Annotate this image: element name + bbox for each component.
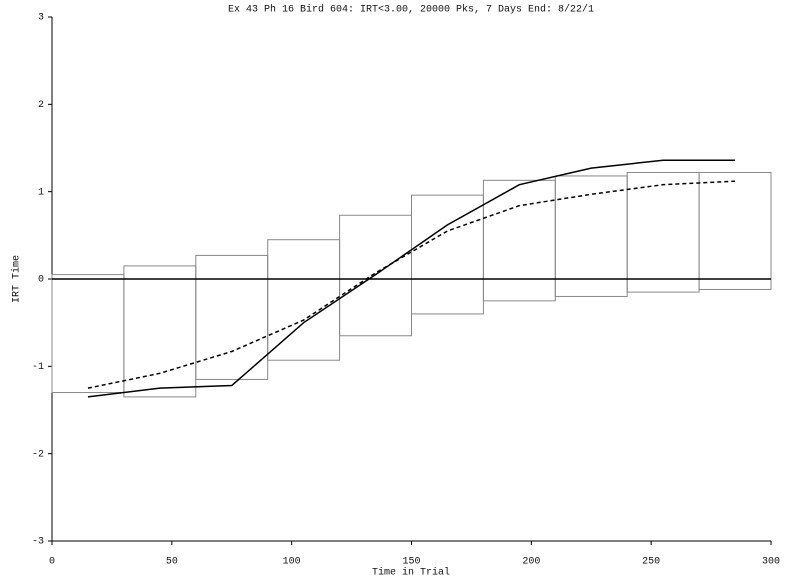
- x-axis-label: Time in Trial: [372, 567, 450, 579]
- box: [123, 265, 197, 398]
- y-tick-label: 1: [38, 187, 44, 198]
- y-tick-label: -1: [32, 362, 44, 373]
- line: [87, 159, 736, 398]
- y-tick-label: 0: [38, 275, 44, 286]
- box: [51, 274, 125, 394]
- y-tick-label: -3: [32, 537, 44, 548]
- box: [698, 171, 772, 290]
- y-tick-label: -2: [32, 449, 44, 460]
- x-tick-label: 300: [762, 557, 780, 568]
- chart-title: Ex 43 Ph 16 Bird 604: IRT<3.00, 20000 Pk…: [228, 4, 594, 16]
- line: [87, 180, 736, 389]
- x-tick-label: 50: [166, 557, 178, 568]
- y-tick-label: 3: [38, 13, 44, 24]
- box: [195, 254, 269, 380]
- y-tick-label: 2: [38, 100, 44, 111]
- box: [411, 194, 484, 315]
- x-tick-label: 100: [283, 557, 301, 568]
- box: [267, 239, 341, 361]
- x-tick-label: 150: [402, 557, 420, 568]
- x-tick-label: 200: [522, 557, 540, 568]
- x-tick-label: 250: [642, 557, 660, 568]
- box: [626, 171, 700, 293]
- x-tick-label: 0: [49, 557, 55, 568]
- y-axis-label: IRT Time: [11, 255, 23, 303]
